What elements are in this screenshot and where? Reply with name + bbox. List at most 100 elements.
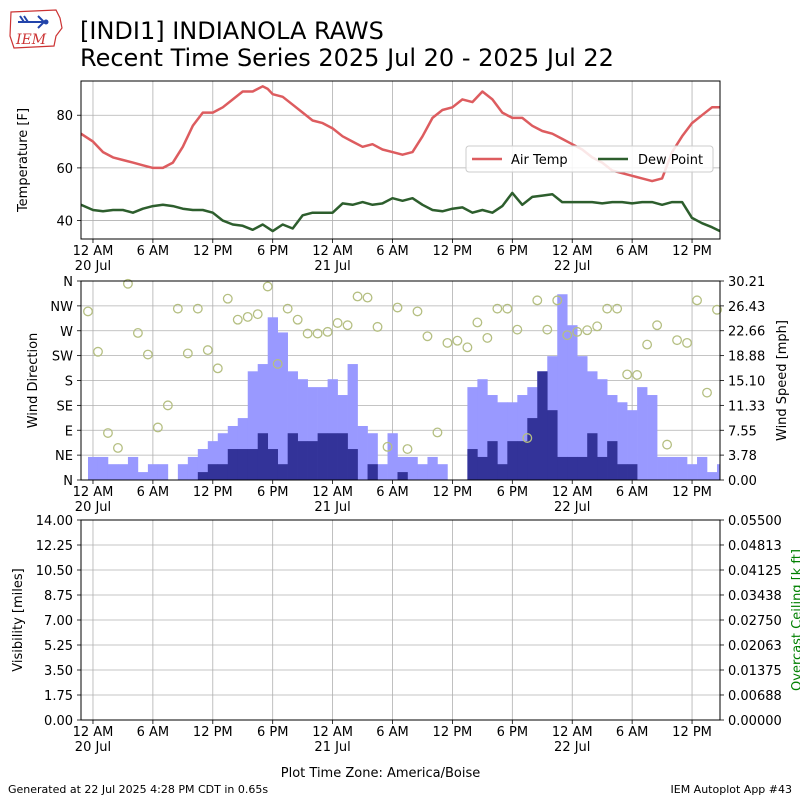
gust-bar	[267, 317, 278, 480]
wind-dir-tick-label: N	[63, 474, 73, 489]
wind-speed-tick-label: 11.33	[728, 399, 765, 414]
speed-bar	[307, 441, 318, 480]
speed-bar	[227, 449, 239, 480]
temp-legend: Air Temp Dew Point	[465, 145, 714, 173]
speed-bar	[197, 472, 209, 480]
gust-bar	[107, 464, 119, 480]
visibility-tick-label: 5.25	[44, 639, 73, 654]
wind-xtick-label: 12 AM	[312, 485, 353, 500]
wind-direction-point	[202, 345, 213, 356]
speed-bar	[527, 418, 538, 480]
ceiling-tick-label: 0.01375	[728, 664, 782, 679]
gust-bar	[597, 379, 608, 480]
visibility-tick-label: 1.75	[44, 689, 73, 704]
vis-xtick-label: 12 AM	[312, 725, 353, 740]
gust-bar	[427, 456, 438, 480]
gust-bar	[367, 433, 378, 480]
wind-direction-point	[93, 346, 103, 357]
vis-xtick-label: 6 PM	[257, 725, 288, 740]
wind-direction-point	[322, 326, 333, 337]
iem-logo: IEM	[9, 9, 63, 49]
gust-bar	[437, 464, 448, 480]
wind-xtick-date: 22 Jul	[554, 500, 590, 515]
wind-xtick-label: 12 AM	[552, 485, 593, 500]
speed-bar	[237, 449, 249, 480]
wind-panel: N NE E SE S SW W NW N 0.00 3.78 7.55 11.33 15.10 18.88…	[26, 275, 790, 515]
logo-text: IEM	[15, 32, 47, 48]
wind-speed-tick-label: 0.00	[728, 474, 757, 489]
station-dot-icon	[43, 19, 49, 25]
wind-direction-point	[83, 306, 93, 317]
ceiling-tick-label: 0.04813	[728, 539, 782, 554]
speed-bar	[247, 449, 259, 480]
speed-bar	[567, 456, 578, 480]
gust-bar	[707, 472, 718, 480]
gust-bar	[87, 456, 99, 480]
wind-dir-tick-label: NE	[55, 449, 73, 464]
gust-bar	[137, 472, 149, 480]
speed-bar	[397, 472, 408, 480]
wind-dir-tick-label: NW	[50, 300, 73, 315]
visibility-tick-label: 7.00	[44, 614, 73, 629]
temp-xtick-date: 20 Jul	[75, 259, 111, 274]
temp-xtick-label: 12 AM	[73, 244, 114, 259]
wind-xtick-label: 6 PM	[497, 485, 528, 500]
wind-xtick-label: 12 PM	[193, 485, 233, 500]
legend-dew-point-label: Dew Point	[638, 153, 703, 168]
temp-xtick-label: 12 AM	[552, 244, 593, 259]
wind-direction-point	[302, 328, 313, 339]
wind-direction-point	[382, 441, 393, 452]
vis-xtick-label: 12 AM	[73, 725, 114, 740]
gust-bar	[677, 456, 688, 480]
ceiling-tick-label: 0.05500	[728, 514, 782, 529]
gust-bar	[257, 364, 269, 480]
wind-direction-point	[592, 321, 603, 332]
vis-xtick-date: 22 Jul	[554, 740, 590, 755]
wind-speed-tick-label: 22.66	[728, 325, 765, 340]
wind-direction-point	[182, 348, 193, 359]
speed-bar	[257, 433, 269, 480]
speed-bar	[207, 464, 219, 480]
gust-bar	[657, 456, 668, 480]
wind-direction-point	[272, 358, 283, 369]
gust-bar	[617, 402, 628, 480]
generated-timestamp: Generated at 22 Jul 2025 4:28 PM CDT in …	[8, 783, 269, 796]
wind-direction-point	[462, 342, 473, 353]
wind-direction-point	[532, 295, 543, 306]
speed-bar	[617, 464, 628, 480]
ceiling-ylabel: Overcast Ceiling [k ft]	[790, 549, 800, 691]
wind-dir-tick-label: SE	[57, 399, 73, 414]
gust-bar	[177, 464, 189, 480]
wind-direction-point	[352, 291, 363, 302]
speed-bar	[347, 449, 358, 480]
vis-xtick-label: 12 PM	[193, 725, 233, 740]
vis-xtick-date: 20 Jul	[75, 740, 111, 755]
gust-bar	[127, 456, 139, 480]
temp-ytick-label: 40	[56, 215, 73, 230]
wind-direction-point	[562, 330, 573, 341]
gust-bar	[157, 464, 169, 480]
wind-direction-point	[602, 303, 613, 314]
speed-bar	[507, 441, 518, 480]
wind-direction-point	[242, 311, 253, 322]
visibility-ylabel: Visibility [miles]	[11, 568, 26, 671]
wind-direction-point	[692, 295, 702, 306]
wind-direction-point	[642, 339, 653, 350]
wind-direction-point	[452, 335, 463, 346]
gust-bar	[607, 395, 618, 480]
vis-xtick-label: 6 PM	[497, 725, 528, 740]
temp-xtick-label: 12 PM	[193, 244, 233, 259]
wind-direction-point	[422, 331, 433, 342]
wind-xtick-label: 12 AM	[73, 485, 114, 500]
wind-direction-point	[582, 325, 593, 336]
speed-bar	[297, 441, 308, 480]
speed-bar	[367, 464, 378, 480]
app-credit: IEM Autoplot App #43	[670, 783, 793, 796]
wind-direction-point	[142, 349, 153, 360]
wind-direction-point	[103, 428, 113, 438]
speed-bar	[467, 449, 478, 480]
visibility-tick-label: 10.50	[36, 564, 73, 579]
wind-direction-point	[192, 303, 203, 314]
